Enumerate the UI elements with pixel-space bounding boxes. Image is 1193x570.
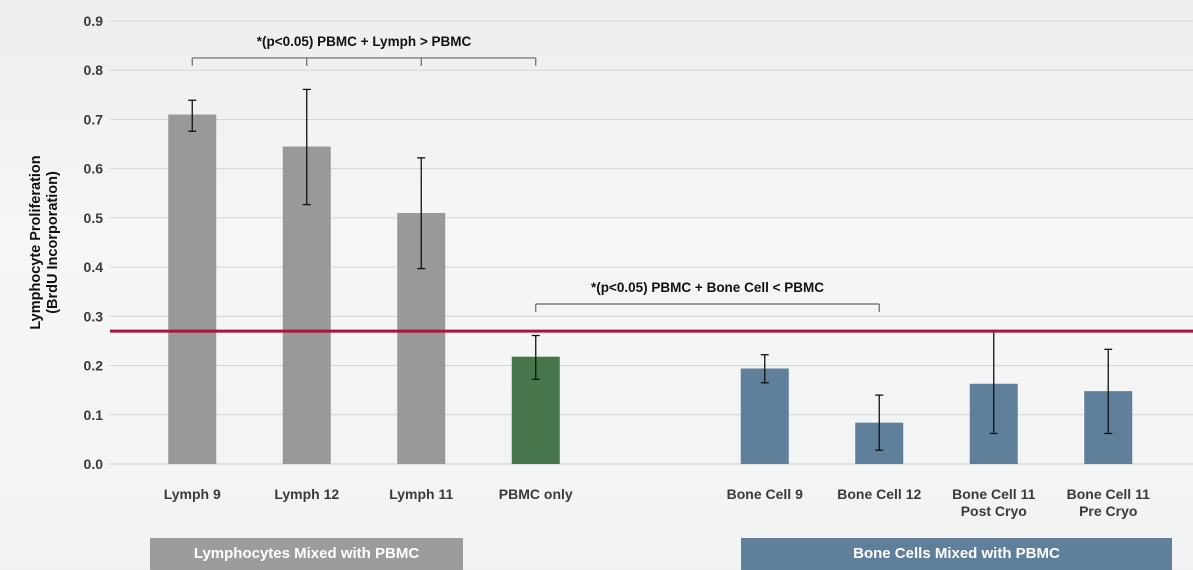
y-tick-label: 0.1	[84, 407, 104, 423]
bar	[740, 368, 789, 464]
x-tick-label: PBMC only	[499, 486, 573, 502]
y-tick-label: 0.5	[84, 210, 104, 226]
significance-bracket	[191, 57, 537, 66]
significance-bracket	[535, 303, 880, 313]
y-axis-title-line: Lymphocyte Proliferation	[28, 155, 44, 329]
x-tick-label-line: Lymph 11	[389, 486, 453, 502]
x-tick-label-line: Bone Cell 12	[837, 486, 921, 502]
significance-label: *(p<0.05) PBMC + Lymph > PBMC	[257, 34, 472, 49]
error-bar	[875, 394, 884, 451]
y-tick-label: 0.6	[84, 161, 104, 177]
x-tick-label-line: Bone Cell 11	[1067, 486, 1150, 502]
error-bar	[1104, 348, 1113, 435]
y-tick-label: 0.4	[84, 259, 104, 275]
error-bar	[760, 354, 769, 384]
y-tick-label: 0.0	[84, 456, 104, 472]
error-bar	[188, 99, 197, 132]
error-bar	[302, 88, 311, 206]
x-tick-label: Lymph 12	[274, 486, 339, 502]
y-tick-label: 0.7	[84, 111, 104, 127]
y-axis-title-line: (BrdU Incorporation)	[45, 171, 61, 314]
bar	[168, 114, 217, 465]
group-banner-bone-cells: Bone Cells Mixed with PBMC	[741, 538, 1172, 570]
x-tick-label-line: Bone Cell 9	[727, 486, 803, 502]
y-tick-label: 0.9	[84, 13, 104, 29]
x-tick-label-line: Lymph 9	[164, 486, 221, 502]
x-tick-label: Lymph 9	[164, 486, 221, 502]
x-tick-label-line: Bone Cell 11	[952, 486, 1035, 502]
x-tick-label-line: Lymph 12	[274, 486, 339, 502]
x-tick-label: Bone Cell 11 Post Cryo	[952, 486, 1035, 519]
x-tick-label: Bone Cell 9	[727, 486, 803, 502]
error-bar	[531, 334, 540, 380]
y-axis-title: Lymphocyte Proliferation(BrdU Incorporat…	[28, 155, 61, 329]
y-tick-label: 0.3	[84, 308, 104, 324]
x-tick-label: Lymph 11	[389, 486, 453, 502]
x-tick-label-line: PBMC only	[499, 486, 573, 502]
x-tick-label: Bone Cell 11 Pre Cryo	[1067, 486, 1150, 519]
bar-chart: 0.0 0.1 0.2 0.3 0.4 0.5 0.6 0.7 0.8 0.9 Lymphocyte…	[28, 13, 1193, 519]
y-tick-label: 0.2	[84, 358, 104, 374]
group-banner-lymphocytes: Lymphocytes Mixed with PBMC	[150, 538, 463, 570]
x-tick-label-line: Post Cryo	[961, 503, 1027, 519]
y-tick-label: 0.8	[84, 62, 104, 78]
significance-label: *(p<0.05) PBMC + Bone Cell < PBMC	[591, 280, 824, 295]
x-tick-label-line: Pre Cryo	[1079, 503, 1137, 519]
error-bar	[417, 157, 426, 270]
x-tick-label: Bone Cell 12	[837, 486, 921, 502]
